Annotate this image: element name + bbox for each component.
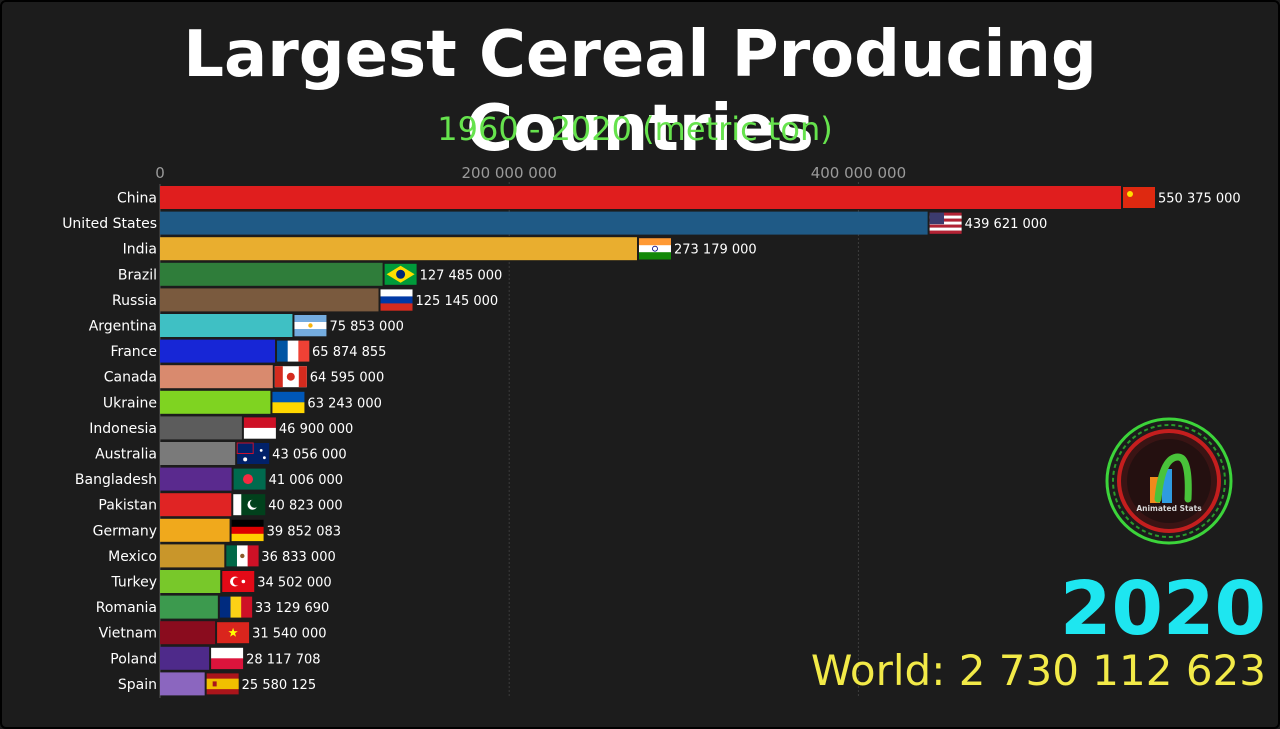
value-label: 39 852 083 — [267, 524, 341, 539]
indonesia-flag-icon — [243, 417, 276, 439]
australia-flag-icon — [236, 442, 270, 464]
bar — [160, 237, 637, 261]
bar — [160, 570, 221, 593]
pakistan-flag-icon — [233, 494, 266, 516]
value-label: 41 006 000 — [269, 473, 343, 488]
value-label: 31 540 000 — [252, 627, 326, 642]
x-tick-label: 400 000 000 — [811, 164, 906, 182]
value-label: 34 502 000 — [257, 576, 331, 591]
logo-text: Animated Stats — [1136, 504, 1202, 513]
bar — [160, 390, 271, 414]
category-label: Turkey — [110, 575, 157, 591]
category-label: Germany — [93, 523, 157, 539]
value-label: 25 580 125 — [242, 678, 316, 693]
value-label: 28 117 708 — [246, 652, 320, 667]
x-tick-label: 0 — [155, 164, 165, 182]
value-label: 33 129 690 — [255, 601, 329, 616]
category-label: Spain — [118, 677, 157, 693]
category-label: France — [110, 344, 157, 360]
india-flag-icon — [638, 238, 671, 260]
category-label: Romania — [96, 600, 157, 616]
value-label: 65 874 855 — [312, 345, 386, 360]
category-label: Indonesia — [89, 421, 157, 437]
value-label: 63 243 000 — [307, 396, 381, 411]
value-label: 439 621 000 — [965, 217, 1048, 232]
world-total: World: 2 730 112 623 — [810, 646, 1266, 695]
year-label: 2020 — [1060, 566, 1266, 652]
china-flag-icon — [1123, 187, 1155, 208]
brazil-flag-icon — [384, 263, 417, 285]
bar — [160, 518, 230, 542]
category-label: Australia — [95, 447, 157, 463]
argentina-flag-icon — [294, 315, 327, 337]
germany-flag-icon — [231, 519, 264, 542]
vietnam-flag-icon — [217, 622, 250, 644]
value-label: 36 833 000 — [261, 550, 335, 565]
category-label: Mexico — [108, 549, 157, 565]
value-label: 43 056 000 — [272, 448, 346, 463]
category-label: Brazil — [118, 267, 157, 283]
category-label: Pakistan — [98, 498, 157, 514]
value-label: 46 900 000 — [279, 422, 353, 437]
bar — [160, 646, 210, 670]
russia-flag-icon — [380, 289, 413, 311]
bar — [160, 262, 383, 286]
bangladesh-flag-icon — [233, 468, 266, 490]
bar — [160, 314, 293, 337]
category-label: China — [117, 191, 157, 207]
category-label: Poland — [110, 651, 157, 667]
value-label: 75 853 000 — [329, 320, 403, 335]
usa-flag-icon — [929, 212, 962, 234]
category-label: Bangladesh — [75, 472, 157, 488]
bar — [160, 416, 242, 440]
animated-stats-logo-icon: Animated Stats — [1105, 417, 1233, 545]
chart-title: Largest Cereal Producing Countries — [183, 18, 1097, 166]
value-label: 40 823 000 — [268, 499, 342, 514]
bar — [160, 365, 273, 389]
value-label: 64 595 000 — [310, 371, 384, 386]
bar — [160, 544, 225, 568]
bar — [160, 288, 379, 312]
category-label: India — [123, 242, 157, 258]
category-label: Russia — [112, 293, 157, 309]
ukraine-flag-icon — [272, 391, 305, 414]
category-label: Canada — [104, 370, 157, 386]
bar — [160, 186, 1121, 209]
value-label: 273 179 000 — [674, 243, 757, 258]
value-label: 550 375 000 — [1158, 192, 1241, 207]
bar — [160, 211, 928, 235]
romania-flag-icon — [219, 596, 253, 618]
turkey-flag-icon — [222, 571, 255, 592]
category-label: Ukraine — [103, 395, 157, 411]
mexico-flag-icon — [226, 545, 259, 567]
bar — [160, 493, 232, 517]
category-label: United States — [62, 216, 157, 232]
chart-subtitle: 1960 - 2020 (metric ton) — [437, 110, 833, 148]
category-label: Vietnam — [99, 626, 157, 642]
spain-flag-icon — [206, 673, 239, 695]
bar — [160, 595, 218, 619]
value-label: 125 145 000 — [416, 294, 499, 309]
bar — [160, 672, 205, 696]
france-flag-icon — [277, 340, 310, 362]
value-label: 127 485 000 — [420, 268, 503, 283]
canada-flag-icon — [274, 366, 307, 388]
x-tick-label: 200 000 000 — [461, 164, 556, 182]
bar — [160, 621, 216, 645]
bar — [160, 442, 236, 465]
category-label: Argentina — [89, 319, 157, 335]
bar — [160, 467, 232, 491]
bar — [160, 339, 276, 363]
poland-flag-icon — [211, 647, 244, 670]
